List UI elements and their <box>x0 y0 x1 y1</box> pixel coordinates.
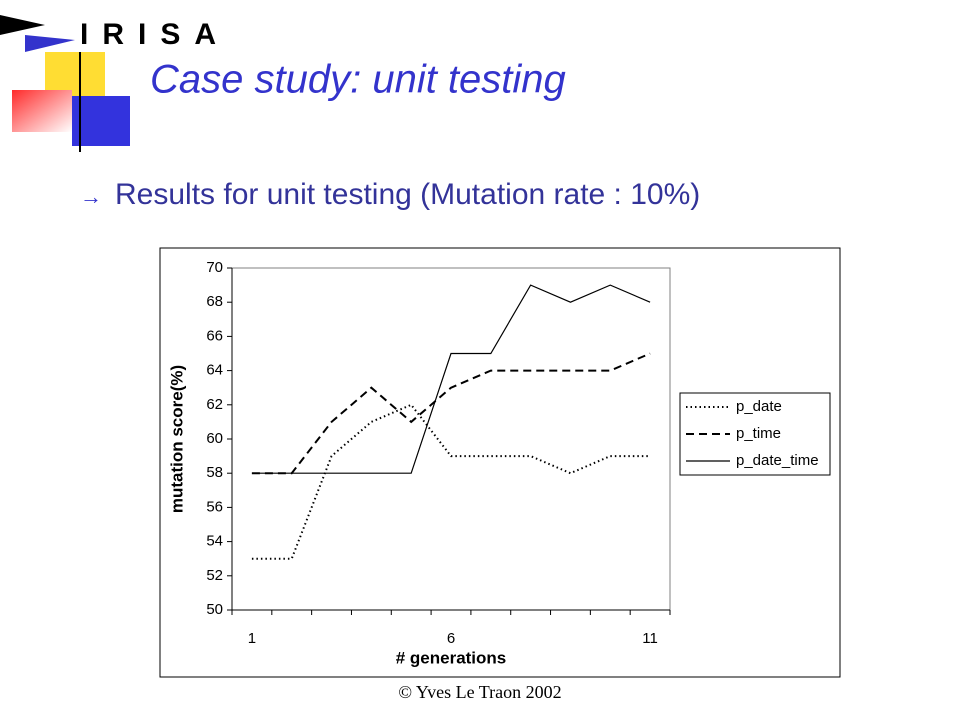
legend-label: p_time <box>736 425 781 442</box>
y-tick-label: 68 <box>206 293 223 310</box>
slide-title: Case study: unit testing <box>150 58 566 102</box>
x-axis-label: # generations <box>396 648 507 667</box>
legend-label: p_date_time <box>736 452 819 469</box>
series-line <box>251 403 651 560</box>
y-axis-label: mutation score(%) <box>167 365 186 513</box>
y-tick-label: 58 <box>206 464 223 481</box>
plot-area <box>231 267 671 611</box>
y-tick-label: 54 <box>206 533 223 550</box>
series-line <box>251 352 651 475</box>
y-tick-label: 60 <box>206 430 223 447</box>
bullet-arrow: → <box>80 184 102 209</box>
x-tick-label: 1 <box>248 630 256 647</box>
y-tick-label: 56 <box>206 498 223 515</box>
series-line <box>251 284 651 474</box>
y-tick-label: 70 <box>206 259 223 276</box>
y-tick-label: 62 <box>206 396 223 413</box>
x-tick-label: 6 <box>447 630 455 647</box>
footer: © Yves Le Traon 2002 <box>398 682 561 702</box>
x-tick-label: 11 <box>642 630 658 647</box>
bullet-text: Results for unit testing (Mutation rate … <box>115 178 700 211</box>
y-tick-label: 66 <box>206 327 223 344</box>
y-tick-label: 52 <box>206 567 223 584</box>
legend-label: p_date <box>736 398 782 415</box>
logo-wedge <box>0 15 45 35</box>
y-tick-label: 50 <box>206 601 223 618</box>
deco-blue <box>72 96 130 146</box>
logo: IRISA <box>80 18 230 51</box>
y-tick-label: 64 <box>206 362 223 379</box>
logo-wedge <box>25 35 75 52</box>
